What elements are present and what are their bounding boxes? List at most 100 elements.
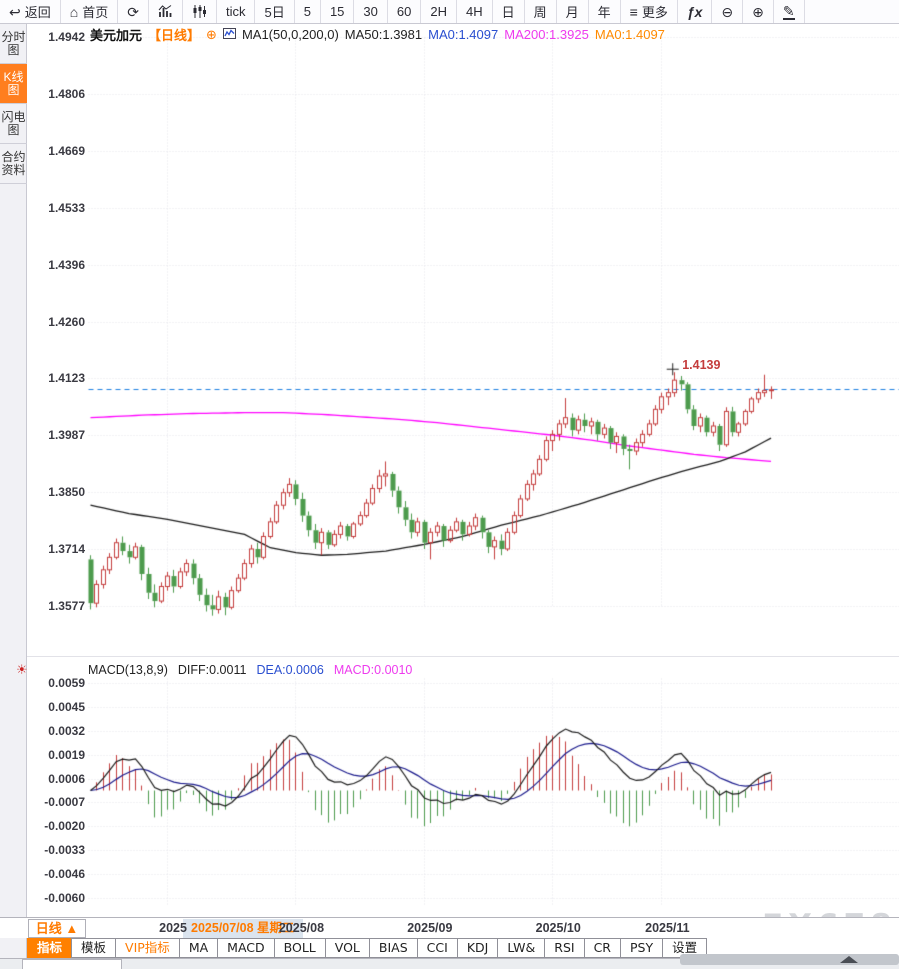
chart-type-icon[interactable] (222, 27, 236, 42)
price-axis-label: 1.3987 (48, 428, 85, 443)
back-icon: ↩ (9, 3, 21, 20)
left-sidebar: 分时图 K线图 闪电图 合约资料 (0, 24, 27, 969)
period-week-button[interactable]: 周 (525, 0, 557, 23)
tab-RSI[interactable]: RSI (544, 938, 585, 958)
tab-指标[interactable]: 指标 (27, 938, 73, 958)
scroll-up-arrow[interactable] (840, 956, 858, 963)
minimized-panel-tab[interactable] (22, 959, 122, 969)
back-button[interactable]: ↩ 返回 (0, 0, 61, 23)
refresh-button[interactable]: ⟳ (118, 0, 149, 23)
tab-BOLL[interactable]: BOLL (273, 938, 326, 958)
x-axis-label: 2025/11 (645, 921, 690, 935)
bar-chart-button[interactable] (149, 0, 183, 23)
zoom-in-icon: ⊕ (752, 3, 764, 20)
tab-LW&[interactable]: LW& (497, 938, 546, 958)
period-tick-button-label: tick (225, 4, 246, 19)
sidebar-item-time-chart[interactable]: 分时图 (0, 24, 27, 64)
back-button-label: 返回 (24, 5, 51, 20)
period-year-button-label: 年 (597, 5, 611, 20)
period-tag: 【日线】 (148, 28, 201, 43)
period-day-button[interactable]: 日 (493, 0, 525, 23)
period-5d-button-label: 5日 (264, 5, 285, 20)
add-to-favorites-icon[interactable]: ⊕ (206, 26, 217, 42)
candle-chart-icon (192, 5, 207, 18)
ma200-value: MA200:1.3925 (504, 27, 589, 42)
period-5-button[interactable]: 5 (295, 0, 321, 23)
price-axis-label: 1.4123 (48, 371, 85, 386)
macd-axis-label: -0.0020 (44, 819, 85, 834)
macd-diff-value: DIFF:0.0011 (177, 663, 247, 677)
macd-header: MACD(13,8,9) DIFF:0.0011 DEA:0.0006 MACD… (88, 663, 412, 677)
more-button-label: 更多 (641, 5, 668, 20)
period-5-button-label: 5 (303, 4, 311, 19)
zoom-out-button[interactable]: ⊖ (712, 0, 744, 23)
period-4h-button[interactable]: 4H (457, 0, 493, 23)
macd-axis-label: -0.0060 (44, 891, 85, 905)
crosshair-date-label: 2025/07/08 星期二 (183, 919, 303, 938)
candle-chart-button[interactable] (183, 0, 217, 23)
x-axis-row: 日线 ▲ 2025/07/08 星期二 2025 2025/08 2025/09 20… (0, 917, 899, 938)
period-tick-button[interactable]: tick (217, 0, 256, 23)
home-button[interactable]: ⌂ 首页 (61, 0, 119, 23)
tab-BIAS[interactable]: BIAS (368, 938, 418, 958)
zoom-in-button[interactable]: ⊕ (743, 0, 774, 23)
ma50-value: MA50:1.3981 (344, 27, 423, 42)
tab-MACD[interactable]: MACD (217, 938, 275, 958)
macd-axis-label: 0.0006 (48, 771, 85, 786)
period-30-button-label: 30 (363, 4, 378, 19)
period-5d-button[interactable]: 5日 (255, 0, 295, 23)
tab-VOL[interactable]: VOL (324, 938, 370, 958)
period-day-button-label: 日 (501, 5, 515, 20)
price-axis-label: 1.4942 (48, 30, 85, 44)
period-2h-button[interactable]: 2H (421, 0, 457, 23)
period-selector[interactable]: 日线 ▲ (28, 919, 86, 938)
price-axis-label: 1.4260 (48, 314, 85, 329)
period-15-button-label: 15 (329, 4, 345, 19)
x-axis-label: 2025/08 (278, 921, 325, 935)
period-month-button[interactable]: 月 (557, 0, 589, 23)
macd-axis-label: -0.0046 (44, 867, 85, 882)
macd-axis-label: 0.0019 (48, 747, 85, 762)
period-60-button[interactable]: 60 (388, 0, 422, 23)
period-month-button-label: 月 (565, 5, 579, 20)
period-60-button-label: 60 (396, 4, 412, 19)
more-button[interactable]: ≡ 更多 (621, 0, 678, 23)
tab-VIP指标[interactable]: VIP指标 (115, 938, 180, 958)
indicator-settings-icon[interactable]: ☀ (16, 662, 28, 677)
chart-header: 美元加元 【日线】 ⊕ MA1(50,0,200,0) MA50:1.3981 … (90, 25, 665, 44)
top-toolbar: ↩ 返回 ⌂ 首页 ⟳ tick 5日 5 15 30 60 2H 4H 日周月年 ≡ 更多 ƒx ⊖ ⊕ ✎ (0, 0, 899, 24)
macd-title: MACD(13,8,9) (88, 663, 168, 677)
panel-divider (27, 656, 899, 657)
tab-KDJ[interactable]: KDJ (456, 938, 499, 958)
draw-button[interactable]: ✎ (774, 0, 805, 23)
macd-dea-value: DEA:0.0006 (256, 663, 324, 677)
symbol-name: 美元加元 (90, 28, 143, 43)
fx-button[interactable]: ƒx (678, 0, 713, 23)
home-icon: ⌂ (69, 3, 79, 20)
tab-CR[interactable]: CR (583, 938, 621, 958)
ma-formula: MA1(50,0,200,0) (241, 27, 339, 42)
ma0-blue-value: MA0:1.4097 (428, 27, 499, 42)
horizontal-scrollbar[interactable] (680, 954, 899, 965)
highest-price-label: 1.4139 (682, 357, 721, 372)
ma0-orange-value: MA0:1.4097 (594, 27, 665, 42)
macd-axis-label: 0.0032 (48, 723, 85, 738)
x-axis-label: 2025/09 (407, 921, 453, 935)
tab-MA[interactable]: MA (178, 938, 219, 958)
indicator-tabs: 指标 模板 VIP指标 MA MACD BOLL VOL BIAS CCI KDJ LW& RSI CR… (27, 938, 708, 958)
period-15-button[interactable]: 15 (321, 0, 355, 23)
zoom-out-icon: ⊖ (721, 3, 734, 20)
bottom-strip (0, 958, 899, 969)
tab-PSY[interactable]: PSY (620, 938, 664, 958)
period-2h-button-label: 2H (430, 4, 447, 19)
period-30-button[interactable]: 30 (354, 0, 388, 23)
tab-CCI[interactable]: CCI (416, 938, 458, 958)
tab-模板[interactable]: 模板 (71, 938, 117, 958)
x-axis-label: 2025 (159, 921, 187, 935)
period-year-button[interactable]: 年 (589, 0, 621, 23)
sidebar-item-kline-chart[interactable]: K线图 (0, 64, 27, 104)
sidebar-item-lightning-chart[interactable]: 闪电图 (0, 104, 27, 144)
sidebar-item-contract-info[interactable]: 合约资料 (0, 144, 27, 184)
